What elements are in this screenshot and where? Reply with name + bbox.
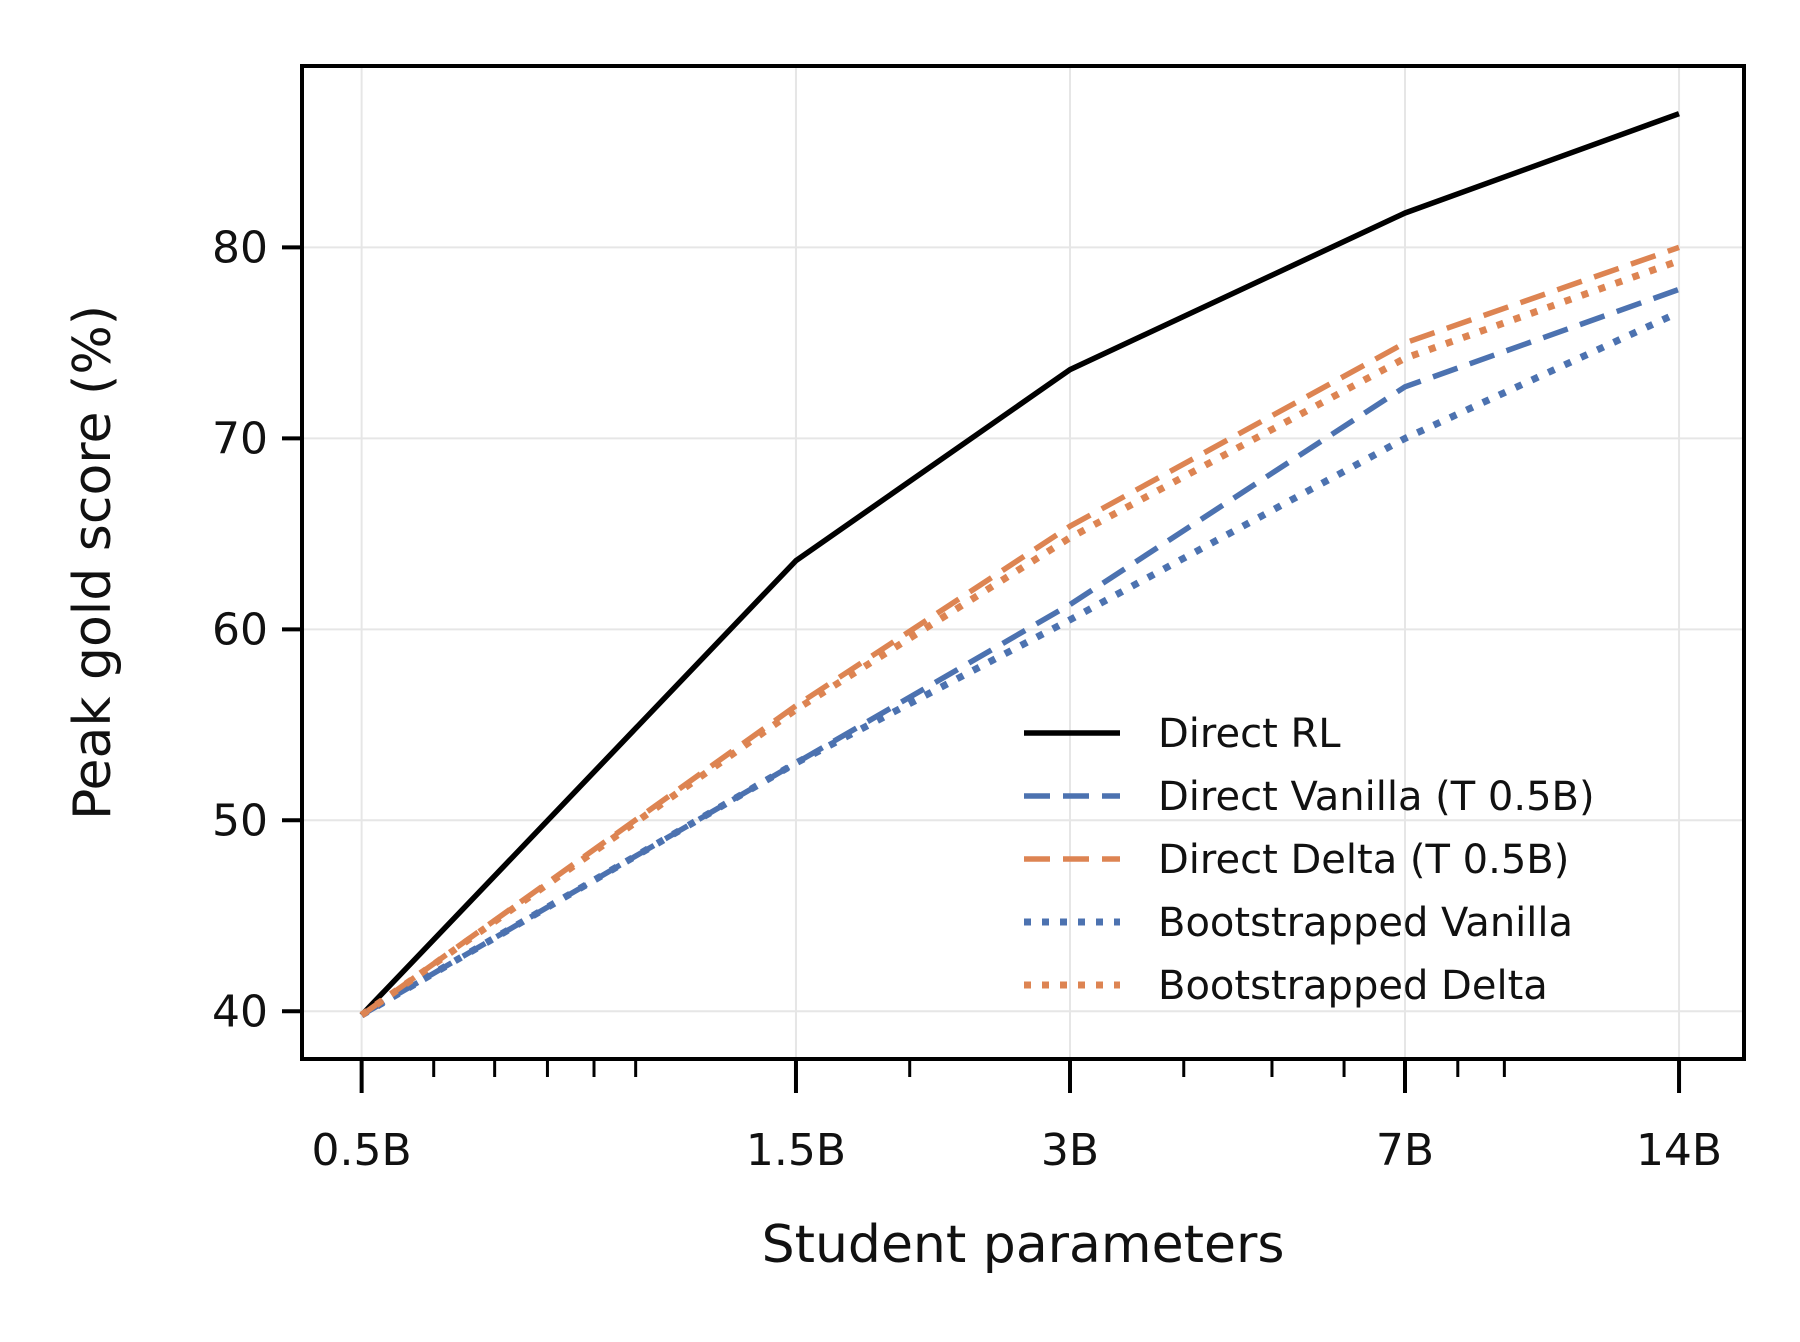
legend-label: Direct Vanilla (T 0.5B) — [1158, 774, 1595, 820]
series-line-direct-vanilla-t-0-5b — [360, 286, 1680, 1018]
legend-label: Direct Delta (T 0.5B) — [1158, 837, 1569, 883]
y-tick-label: 40 — [212, 986, 268, 1037]
legend-label: Direct RL — [1158, 711, 1341, 757]
series-lines — [359, 111, 1681, 1019]
y-tick-label: 50 — [212, 795, 268, 846]
x-axis-label: Student parameters — [762, 1215, 1285, 1275]
x-tick-label: 0.5B — [312, 1125, 412, 1176]
legend-label: Bootstrapped Delta — [1158, 963, 1548, 1009]
y-tick-label: 70 — [212, 413, 268, 464]
series-line-bootstrapped-vanilla — [359, 309, 1681, 1019]
legend: Direct RL Direct Vanilla (T 0.5B) Direct D… — [1024, 711, 1595, 1009]
grid — [302, 66, 1744, 1059]
x-tick-label: 14B — [1636, 1125, 1722, 1176]
axes: 40 50 60 70 80 0.5B 1.5B 3B 7B 14B — [212, 222, 1722, 1176]
legend-label: Bootstrapped Vanilla — [1158, 900, 1573, 946]
y-axis-label: Peak gold score (%) — [63, 305, 123, 820]
x-tick-label: 1.5B — [746, 1125, 846, 1176]
series-line-direct-rl — [359, 111, 1680, 1018]
x-tick-label: 3B — [1041, 1125, 1099, 1176]
series-line-direct-delta-t-0-5b — [360, 244, 1680, 1018]
x-tick-label: 7B — [1376, 1125, 1434, 1176]
y-tick-label: 60 — [212, 604, 268, 655]
plot-frame — [300, 64, 1746, 1061]
y-tick-label: 80 — [212, 222, 268, 273]
